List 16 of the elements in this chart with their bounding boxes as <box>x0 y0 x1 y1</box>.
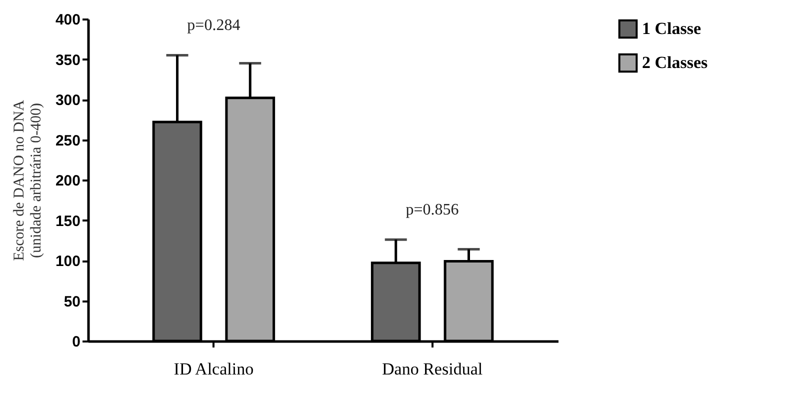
y-tick-label: 0 <box>72 334 80 350</box>
annotation: p=0.284 <box>187 17 240 34</box>
y-tick-label: 50 <box>64 293 80 310</box>
legend-label: 1 Classe <box>642 19 702 38</box>
y-tick-label: 100 <box>55 253 80 270</box>
y-tick-label: 300 <box>55 92 80 109</box>
y-axis-title: Escore de DANO no DNA (unidade arbitrária 0-400) <box>11 100 44 261</box>
annotation: p=0.856 <box>406 202 459 219</box>
y-tick-label: 200 <box>55 172 80 190</box>
x-tick-label: Dano Residual <box>382 360 483 378</box>
legend-label: 2 Classes <box>642 53 708 72</box>
y-tick-label: 150 <box>55 212 80 230</box>
y-tick-label: 400 <box>55 12 80 28</box>
y-tick-label: 350 <box>55 52 80 69</box>
y-tick-label: 250 <box>55 132 80 150</box>
x-tick-label: ID Alcalino <box>174 360 254 378</box>
